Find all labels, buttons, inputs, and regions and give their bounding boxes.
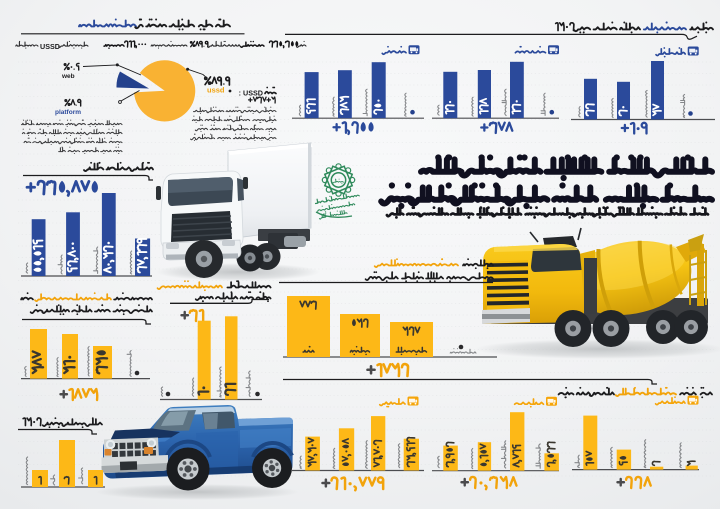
svg-text:: USSD: : USSD: [239, 89, 263, 98]
svg-text:USSD: USSD: [40, 42, 60, 51]
svg-text:web: web: [61, 73, 75, 80]
svg-text:platform: platform: [55, 109, 81, 116]
svg-text:ussd: ussd: [207, 86, 225, 95]
